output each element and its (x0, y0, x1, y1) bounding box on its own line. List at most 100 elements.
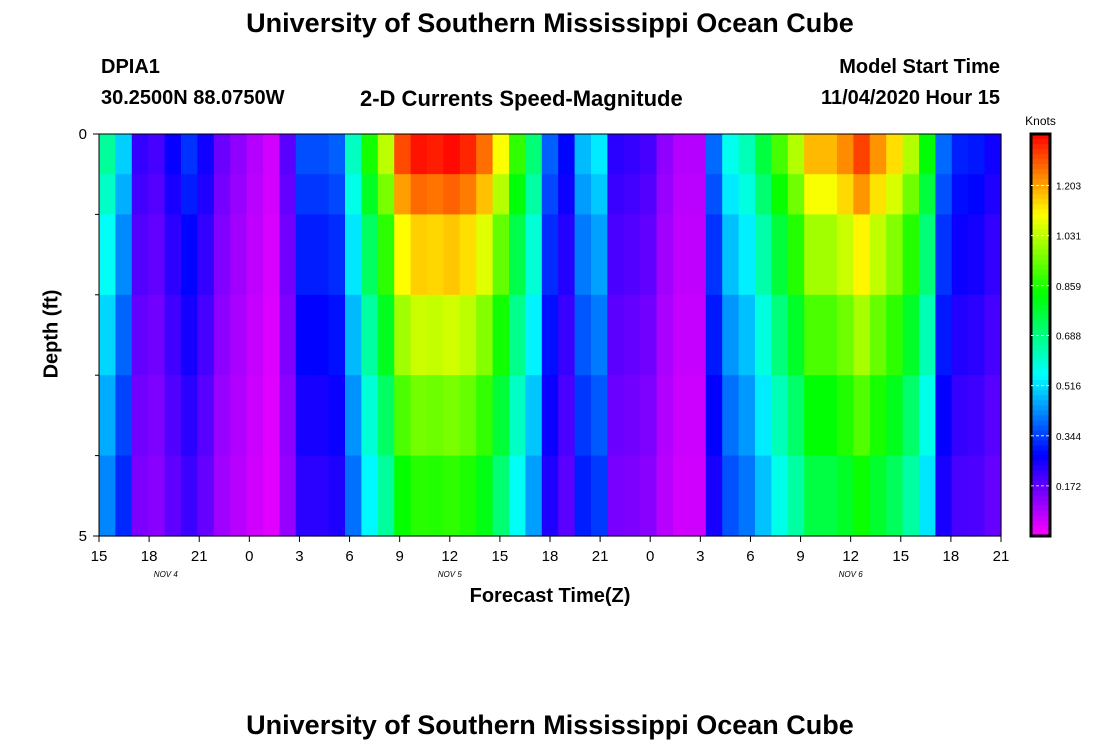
heatmap-cell (377, 174, 395, 215)
heatmap-cell (722, 375, 740, 457)
heatmap-cell (722, 174, 740, 215)
heatmap-cell (640, 294, 658, 376)
colorbar-segment (1031, 214, 1050, 221)
heatmap-cell (607, 294, 625, 376)
colorbar-tick-label: 1.031 (1056, 232, 1081, 243)
heatmap-cell (886, 134, 904, 175)
x-tick-label: 15 (492, 548, 509, 565)
heatmap-cell (968, 214, 986, 296)
heatmap-cell (787, 174, 805, 215)
heatmap-cell (197, 294, 215, 376)
heatmap-cell (164, 174, 182, 215)
heatmap-cell (509, 375, 526, 457)
colorbar-segment (1031, 520, 1050, 527)
heatmap-cell (148, 134, 166, 175)
heatmap-cell (623, 214, 641, 296)
colorbar-segment (1031, 345, 1050, 351)
colorbar-segment (1031, 224, 1050, 231)
heatmap-cell (771, 214, 789, 296)
heatmap-cell (935, 294, 953, 376)
x-tick-label: 3 (696, 548, 704, 565)
colorbar-tick-label: 0.859 (1056, 282, 1081, 293)
heatmap-cell (459, 375, 477, 457)
heatmap-cell (459, 214, 477, 296)
heatmap-cell (181, 214, 198, 296)
heatmap-cell (99, 375, 116, 457)
colorbar-segment (1031, 530, 1050, 537)
heatmap-cell (246, 455, 264, 537)
heatmap-cell (509, 455, 526, 537)
heatmap-cell (361, 455, 379, 537)
heatmap-cell (509, 214, 526, 296)
heatmap-cell (115, 214, 133, 296)
heatmap-cell (935, 214, 953, 296)
colorbar-segment (1031, 314, 1050, 321)
heatmap-cell (115, 294, 133, 376)
heatmap-cell (541, 375, 559, 457)
heatmap-cell (181, 294, 198, 376)
heatmap-cell (394, 455, 412, 537)
heatmap-cell (738, 294, 756, 376)
heatmap-cell (902, 174, 920, 215)
heatmap-cell (705, 174, 723, 215)
heatmap-cell (787, 455, 805, 537)
heatmap-cell (509, 294, 526, 376)
colorbar-segment (1031, 485, 1050, 492)
heatmap-cell (640, 375, 658, 457)
colorbar-segment (1031, 400, 1050, 406)
heatmap-cell (328, 214, 346, 296)
heatmap-cell (197, 134, 215, 175)
model-start-label: Model Start Time (839, 56, 1000, 78)
heatmap-cell (869, 455, 887, 537)
heatmap-cell (213, 214, 231, 296)
heatmap-cell (377, 134, 395, 175)
heatmap-cell (427, 174, 444, 215)
heatmap-cell (656, 214, 674, 296)
heatmap-cell (886, 455, 904, 537)
heatmap-cell (919, 294, 936, 376)
x-tick-label: 3 (295, 548, 303, 565)
heatmap-cell (361, 214, 379, 296)
heatmap-cell (951, 375, 969, 457)
heatmap-cell (869, 375, 887, 457)
colorbar-segment (1031, 169, 1050, 175)
colorbar-segment (1031, 219, 1050, 226)
heatmap-cell (99, 455, 116, 537)
heatmap-cell (984, 134, 1002, 175)
heatmap-cell (213, 375, 231, 457)
heatmap-cell (410, 375, 428, 457)
heatmap-cell (115, 375, 133, 457)
heatmap-cell (541, 174, 559, 215)
heatmap-cell (820, 134, 838, 175)
x-tick-label: 21 (592, 548, 609, 565)
heatmap-cell (837, 174, 854, 215)
colorbar-segment (1031, 154, 1050, 160)
heatmap-cell (459, 174, 477, 215)
date-label: NOV 4 (154, 570, 179, 579)
colorbar-segment (1031, 350, 1050, 356)
heatmap-cell (755, 455, 772, 537)
heatmap-cell (328, 134, 346, 175)
heatmap-cell (689, 214, 707, 296)
heatmap-cell (902, 294, 920, 376)
heatmap-cell (361, 134, 379, 175)
colorbar-segment (1031, 244, 1050, 251)
heatmap-cell (787, 375, 805, 457)
heatmap-cell (640, 455, 658, 537)
heatmap-cell (131, 134, 149, 175)
heatmap-cell (738, 455, 756, 537)
heatmap-cell (263, 134, 280, 175)
heatmap-cell (804, 294, 822, 376)
heatmap-cell (738, 375, 756, 457)
heatmap-cell (607, 214, 625, 296)
x-tick-label: 9 (796, 548, 804, 565)
heatmap-cell (591, 174, 608, 215)
heatmap-cell (951, 214, 969, 296)
heatmap-cell (427, 455, 444, 537)
heatmap-cell (623, 294, 641, 376)
heatmap-cell (902, 134, 920, 175)
colorbar-segment (1031, 375, 1050, 381)
colorbar-segment (1031, 159, 1050, 165)
x-tick-label: 0 (646, 548, 654, 565)
heatmap-cell (935, 134, 953, 175)
